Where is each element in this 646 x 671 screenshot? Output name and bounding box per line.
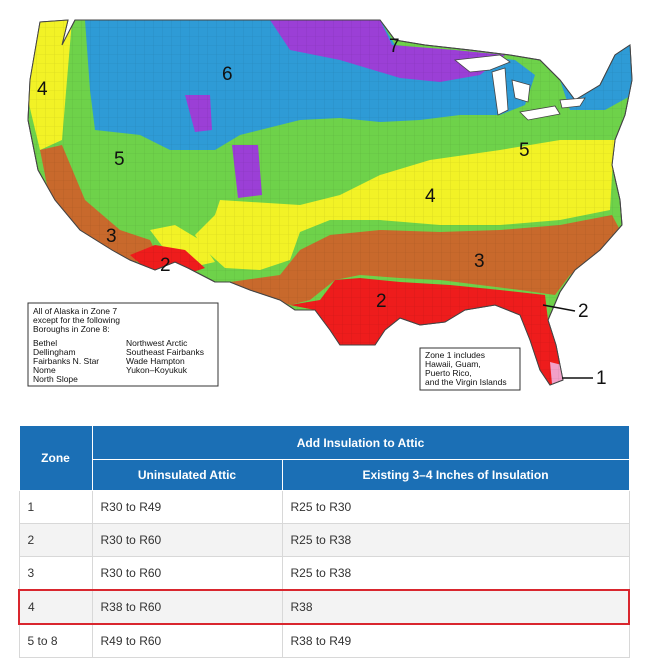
highlighted-table-row: 4 R38 to R60 R38: [18, 589, 631, 625]
uninsulated-attic-header: Uninsulated Attic: [91, 459, 283, 491]
zone1-note-line: and the Virgin Islands: [425, 377, 507, 387]
zone1-note-line: Hawaii, Guam,: [425, 359, 481, 369]
zone-label-3-east: 3: [474, 251, 485, 272]
table-row: 5 to 8 R49 to R60 R38 to R49: [18, 623, 630, 658]
uninsulated-cell: R49 to R60: [91, 623, 283, 658]
table-row: 2 R30 to R60 R25 to R38: [18, 523, 630, 557]
uninsulated-cell: R30 to R49: [91, 490, 283, 524]
zone-2-pointer: [542, 304, 576, 312]
zone1-note-line: Zone 1 includes: [425, 350, 485, 360]
alaska-borough: Yukon–Koyukuk: [126, 365, 188, 375]
alaska-note-line: All of Alaska in Zone 7: [33, 306, 117, 316]
table-row: 3 R30 to R60 R25 to R38: [18, 556, 630, 591]
alaska-note-line: except for the following: [33, 315, 120, 325]
us-mainland: [27, 19, 633, 386]
zone-label-4-west: 4: [37, 79, 48, 100]
zone1-note-line: Puerto Rico,: [425, 368, 472, 378]
alaska-borough: Northwest Arctic: [126, 338, 188, 348]
existing-insulation-header: Existing 3–4 Inches of Insulation: [281, 459, 630, 491]
climate-zone-map: 7 6 4 5 5 4 3 3 2 2 2 1 All of Alaska in…: [27, 19, 633, 391]
uninsulated-cell: R30 to R60: [91, 556, 283, 591]
uninsulated-cell: R30 to R60: [91, 523, 283, 557]
zone-label-1: 1: [596, 368, 607, 389]
uninsulated-cell: R38 to R60: [91, 589, 283, 625]
alaska-note-box: All of Alaska in Zone 7 except for the f…: [27, 302, 219, 387]
zone-label-3-west: 3: [106, 226, 117, 247]
zone-cell: 2: [18, 523, 93, 557]
alaska-borough: Dellingham: [33, 347, 76, 357]
alaska-borough: Southeast Fairbanks: [126, 347, 204, 357]
table-row: 1 R30 to R49 R25 to R30: [18, 490, 630, 524]
alaska-borough: Wade Hampton: [126, 356, 185, 366]
alaska-borough: Nome: [33, 365, 56, 375]
great-lakes: [453, 54, 586, 121]
existing-cell: R25 to R38: [281, 556, 630, 591]
zone-label-5-east: 5: [519, 140, 530, 161]
add-insulation-group-header: Add Insulation to Attic: [91, 425, 630, 460]
zone-label-2-arizona: 2: [160, 255, 171, 276]
zone-cell: 5 to 8: [18, 623, 93, 658]
alaska-borough: Bethel: [33, 338, 57, 348]
existing-cell: R25 to R30: [281, 490, 630, 524]
zone-label-2-florida: 2: [578, 301, 589, 322]
zone-label-7: 7: [389, 36, 400, 57]
zone-label-5-west: 5: [114, 149, 125, 170]
zone1-note-box: Zone 1 includes Hawaii, Guam, Puerto Ric…: [419, 347, 521, 391]
alaska-borough: Fairbanks N. Star: [33, 356, 99, 366]
attic-insulation-table: Zone Add Insulation to Attic Uninsulated…: [18, 425, 631, 658]
zone-label-2-gulf: 2: [376, 291, 387, 312]
zone-label-4-east: 4: [425, 186, 436, 207]
alaska-borough: North Slope: [33, 374, 78, 384]
existing-cell: R25 to R38: [281, 523, 630, 557]
alaska-note-line: Boroughs in Zone 8:: [33, 324, 110, 334]
zone-cell: 4: [18, 589, 93, 625]
existing-cell: R38 to R49: [281, 623, 630, 658]
zone-column-header: Zone: [18, 425, 93, 491]
existing-cell: R38: [281, 589, 631, 625]
zone-label-6: 6: [222, 64, 233, 85]
zone-cell: 1: [18, 490, 93, 524]
zone-cell: 3: [18, 556, 93, 591]
